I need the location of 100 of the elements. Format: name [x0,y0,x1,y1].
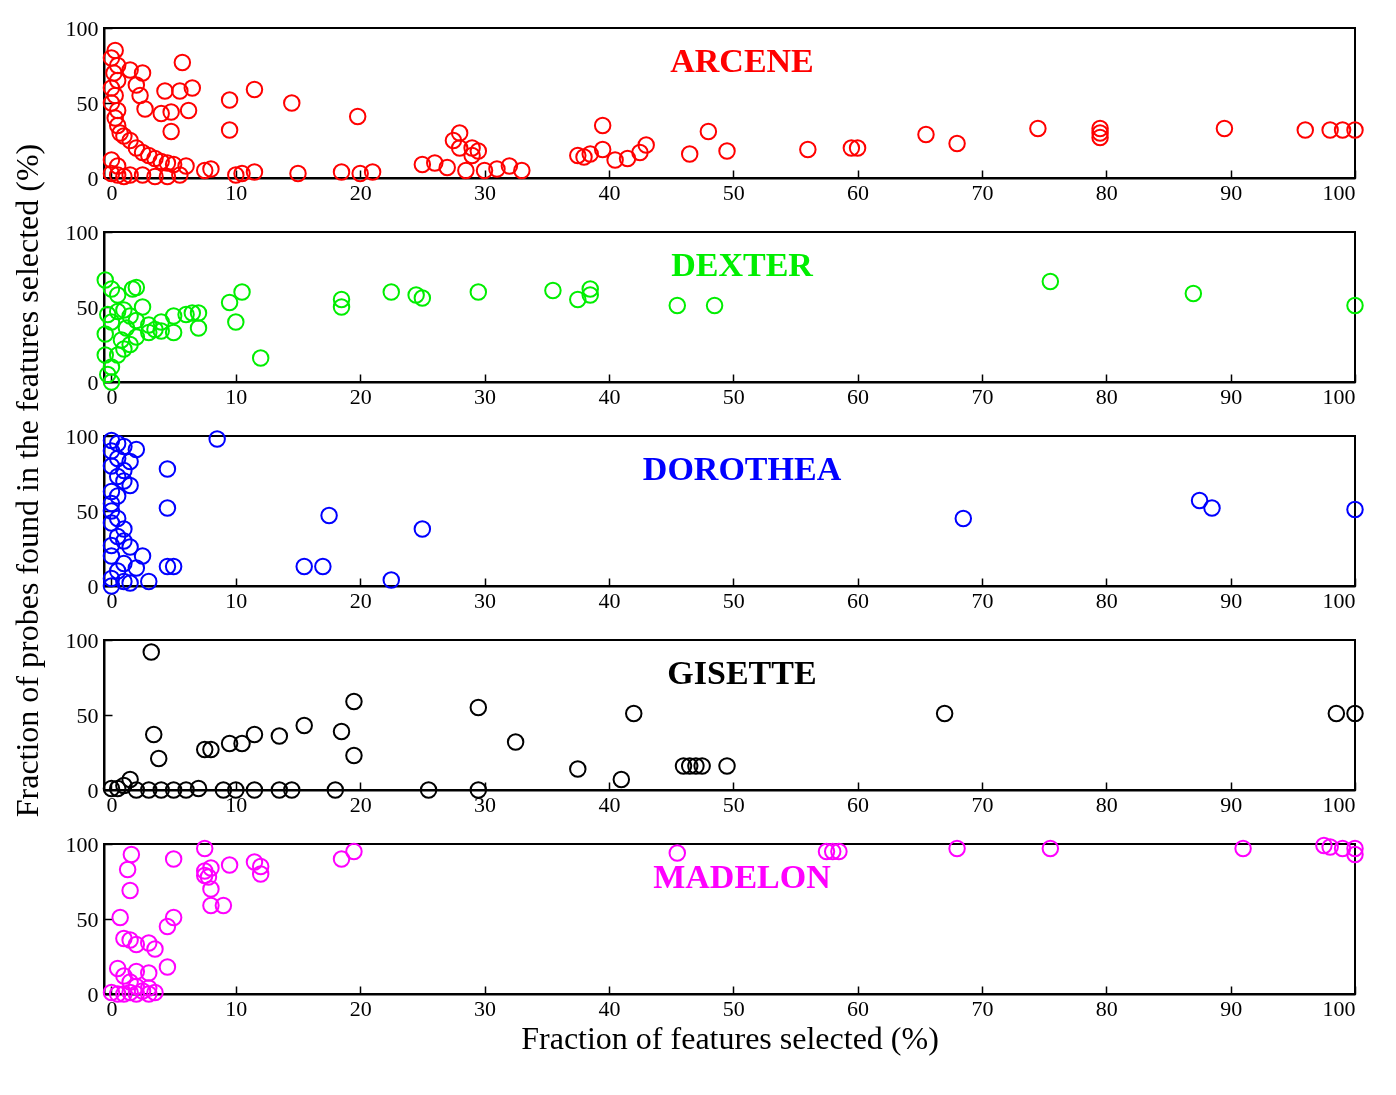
point [270,727,289,745]
x-tick-label: 40 [598,383,621,409]
x-tick-label: 30 [474,587,497,613]
point [164,323,183,342]
point [469,698,488,717]
x-tick-label: 10 [225,587,248,613]
point [251,857,270,876]
point [332,850,351,868]
point [108,985,127,1003]
point [102,536,121,555]
series-label: MADELON [653,858,832,895]
point [668,844,687,862]
point [214,781,233,799]
point [158,958,177,976]
point [195,866,214,885]
point [718,757,736,775]
point [102,431,121,450]
point [112,331,131,349]
point [202,740,220,759]
point [668,296,687,315]
point [146,983,164,1002]
x-tick-label: 80 [1095,791,1118,817]
point [133,298,152,316]
point [1184,284,1203,303]
point [1190,491,1209,510]
point [108,467,127,486]
point [121,452,139,471]
point [102,779,121,798]
point [251,349,270,367]
point [108,509,127,528]
point [115,985,133,1003]
point [1346,704,1364,723]
x-tick-label: 80 [1095,179,1118,205]
point [108,449,127,468]
point [133,982,152,1000]
point [830,842,848,861]
point [202,880,220,898]
point [320,506,338,525]
point [127,559,146,577]
x-tick-label: 70 [971,995,994,1021]
point [314,557,332,576]
x-tick-label: 90 [1220,587,1243,613]
point [140,985,158,1003]
x-tick-label: 70 [971,587,994,613]
x-tick-label: 60 [847,383,870,409]
point [108,346,127,364]
point [227,313,245,331]
x-tick-label: 60 [847,791,870,817]
point [581,286,599,304]
x-tick-label: 50 [722,179,745,205]
x-tick-label: 20 [349,791,372,817]
x-tick-label: 100 [1322,179,1356,205]
point [121,770,139,789]
point [115,776,133,795]
y-axis-title: Fraction of probes found in the features selected (%) [9,143,47,817]
x-tick-label: 60 [847,179,870,205]
point [102,547,121,565]
x-tick-label: 70 [971,383,994,409]
point [164,781,183,799]
point [1234,839,1252,858]
point [332,298,351,316]
point [145,725,163,744]
point [189,779,208,798]
point [102,442,121,460]
x-tick-label: 10 [225,179,248,205]
y-tick-label: 100 [65,423,99,449]
x-tick-label: 40 [598,791,621,817]
point [127,985,146,1003]
x-tick-label: 70 [971,179,994,205]
point [102,494,121,513]
x-tick-label: 20 [349,383,372,409]
point [121,931,139,949]
point [1203,499,1221,517]
x-tick-label: 100 [1322,791,1356,817]
point [121,881,139,900]
point [612,770,631,789]
point [326,781,345,799]
point [115,437,133,456]
point [115,554,133,573]
point [140,781,158,799]
point [189,304,208,322]
point [158,460,177,478]
point [345,842,363,861]
x-tick-label: 30 [474,791,497,817]
x-tick-label: 30 [474,995,497,1021]
point [220,734,239,753]
x-tick-label: 40 [598,179,621,205]
x-tick-label: 80 [1095,995,1118,1021]
point [233,734,251,753]
point [102,373,121,391]
x-tick-label: 0 [106,995,118,1021]
point [127,935,146,954]
point [127,962,146,981]
x-tick-label: 20 [349,179,372,205]
point [152,322,170,340]
point [108,434,127,453]
point [295,557,313,576]
x-tick-label: 50 [722,587,745,613]
x-tick-label: 100 [1322,383,1356,409]
point [115,301,133,319]
